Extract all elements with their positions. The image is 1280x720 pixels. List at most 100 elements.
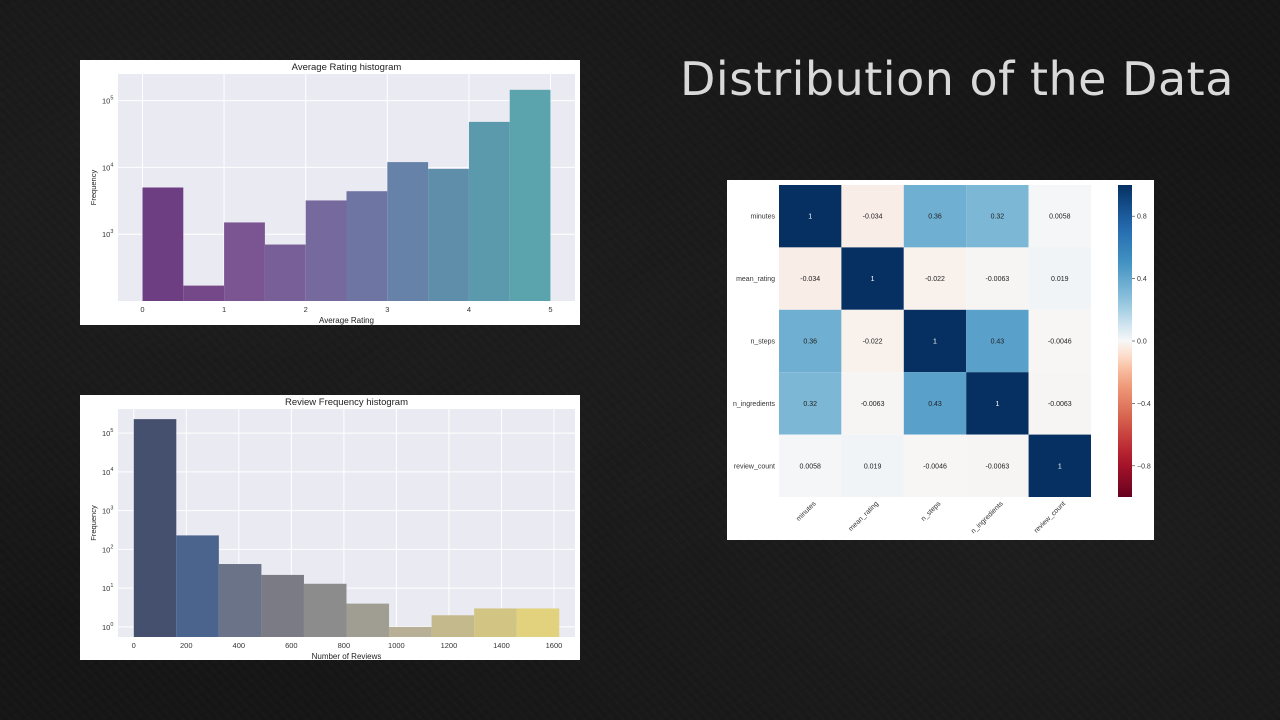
heatmap-cell-value: -0.0063: [986, 276, 1010, 283]
heatmap-cell: [966, 372, 1029, 435]
heatmap-cell-value: 0.0058: [799, 463, 821, 470]
heatmap-column-label: n_steps: [920, 500, 943, 523]
histogram-bar: [509, 89, 551, 302]
x-tick-label: 400: [233, 641, 246, 650]
x-tick-label: 600: [285, 641, 298, 650]
heatmap-cell: [903, 372, 967, 435]
histogram-bar: [261, 574, 304, 637]
x-axis-label: Average Rating: [319, 316, 374, 325]
slide-title: Distribution of the Data: [680, 52, 1234, 106]
y-tick-label: 103: [102, 229, 113, 239]
heatmap-cell: [841, 434, 904, 497]
review-frequency-histogram-svg: Review Frequency histogram 0 200 400 600 800 1…: [89, 397, 575, 660]
heatmap-cell-value: -0.022: [925, 276, 945, 283]
heatmap-cell: [903, 185, 967, 248]
y-tick-label: 104: [102, 162, 113, 172]
heatmap-cell: [841, 185, 904, 248]
colorbar-tick-label: 0.0: [1137, 339, 1147, 346]
colorbar: [1118, 185, 1132, 497]
heatmap-cell-value: 0.36: [928, 214, 942, 221]
heatmap-cell: [903, 309, 967, 373]
x-tick-label: 2: [304, 305, 308, 314]
y-tick-label: 105: [102, 96, 113, 106]
heatmap-row-label: review_count: [734, 463, 775, 470]
y-tick-label: 105: [102, 428, 113, 438]
heatmap-cell-value: 1: [808, 214, 812, 221]
heatmap-cell-value: 0.32: [803, 401, 817, 408]
histogram-bar: [224, 222, 265, 301]
heatmap-cell: [779, 372, 842, 435]
x-tick-label: 1200: [441, 641, 458, 650]
heatmap-cell: [1028, 185, 1091, 248]
heatmap-row-label: n_ingredients: [733, 401, 776, 408]
review-frequency-histogram: Review Frequency histogram 0 200 400 600 800 1…: [80, 395, 580, 660]
colorbar-tick-label: −0.8: [1137, 463, 1151, 470]
average-rating-histogram-svg: Average Rating histogram 0 1 2 3 4 5 103 104 105 A…: [89, 62, 575, 325]
heatmap-cell: [903, 247, 967, 310]
x-tick-label: 1: [222, 305, 226, 314]
heatmap-cell: [1028, 309, 1091, 373]
heatmap-cell-value: -0.034: [800, 276, 820, 283]
histogram-bar: [133, 419, 177, 637]
histogram-bar: [468, 121, 510, 301]
heatmap-cell-value: 0.43: [928, 401, 942, 408]
x-tick-label: 1600: [546, 641, 563, 650]
histogram-bar: [303, 583, 347, 637]
histogram-bar: [387, 162, 429, 301]
chart-title: Average Rating histogram: [292, 62, 402, 73]
heatmap-cell-value: 0.32: [991, 214, 1005, 221]
histogram-bar: [142, 187, 184, 301]
y-tick-label: 103: [102, 506, 113, 516]
heatmap-column-label: review_count: [1033, 500, 1067, 534]
histogram-bar: [428, 168, 469, 301]
heatmap-cell: [779, 309, 842, 373]
heatmap-cell: [841, 247, 904, 310]
histogram-bar: [176, 535, 219, 637]
heatmap-cell-value: -0.022: [863, 339, 883, 346]
chart-title: Review Frequency histogram: [285, 397, 408, 408]
y-axis-label: Frequency: [89, 505, 98, 541]
x-tick-label: 4: [467, 305, 471, 314]
y-tick-label: 102: [102, 544, 113, 554]
y-tick-label: 104: [102, 467, 113, 477]
x-tick-label: 1400: [493, 641, 510, 650]
colorbar-tick-label: −0.4: [1137, 401, 1151, 408]
heatmap-row-label: minutes: [750, 214, 775, 221]
histogram-bar: [346, 191, 388, 301]
heatmap-row-label: mean_rating: [736, 276, 775, 283]
heatmap-column-label: n_ingredients: [970, 500, 1005, 535]
x-tick-label: 1000: [388, 641, 405, 650]
heatmap-cell: [1028, 247, 1091, 310]
heatmap-column-label: mean_rating: [848, 500, 881, 533]
heatmap-cell-value: -0.0063: [986, 463, 1010, 470]
correlation-heatmap-svg: 1 -0.034 0.36 0.32 0.0058 -0.034 1 -0.022 -0.006…: [733, 185, 1151, 535]
heatmap-row-label: n_steps: [750, 339, 775, 346]
x-tick-label: 200: [180, 641, 193, 650]
heatmap-cell: [779, 434, 842, 497]
x-tick-label: 0: [140, 305, 144, 314]
heatmap-cell: [779, 185, 842, 248]
x-tick-label: 0: [132, 641, 136, 650]
histogram-bar: [264, 244, 306, 301]
heatmap-cell: [966, 309, 1029, 373]
histogram-bar: [305, 200, 347, 301]
heatmap-cell: [966, 185, 1029, 248]
colorbar-tick-label: 0.8: [1137, 214, 1147, 221]
heatmap-cell-value: -0.0046: [1048, 339, 1072, 346]
heatmap-cell-value: 1: [933, 339, 937, 346]
heatmap-cell-value: -0.034: [863, 214, 883, 221]
heatmap-cell: [1028, 372, 1091, 435]
histogram-bar: [516, 608, 560, 637]
x-tick-label: 3: [385, 305, 389, 314]
heatmap-cell: [966, 247, 1029, 310]
histogram-bar: [474, 608, 517, 637]
x-tick-label: 5: [548, 305, 552, 314]
heatmap-cell: [966, 434, 1029, 497]
x-tick-label: 800: [338, 641, 351, 650]
histogram-bar: [431, 615, 475, 637]
heatmap-column-label: minutes: [795, 500, 818, 523]
heatmap-cell-value: 0.43: [991, 339, 1005, 346]
correlation-heatmap: 1 -0.034 0.36 0.32 0.0058 -0.034 1 -0.022 -0.006…: [727, 180, 1154, 540]
heatmap-cell: [903, 434, 967, 497]
heatmap-cell-value: 1: [995, 401, 999, 408]
